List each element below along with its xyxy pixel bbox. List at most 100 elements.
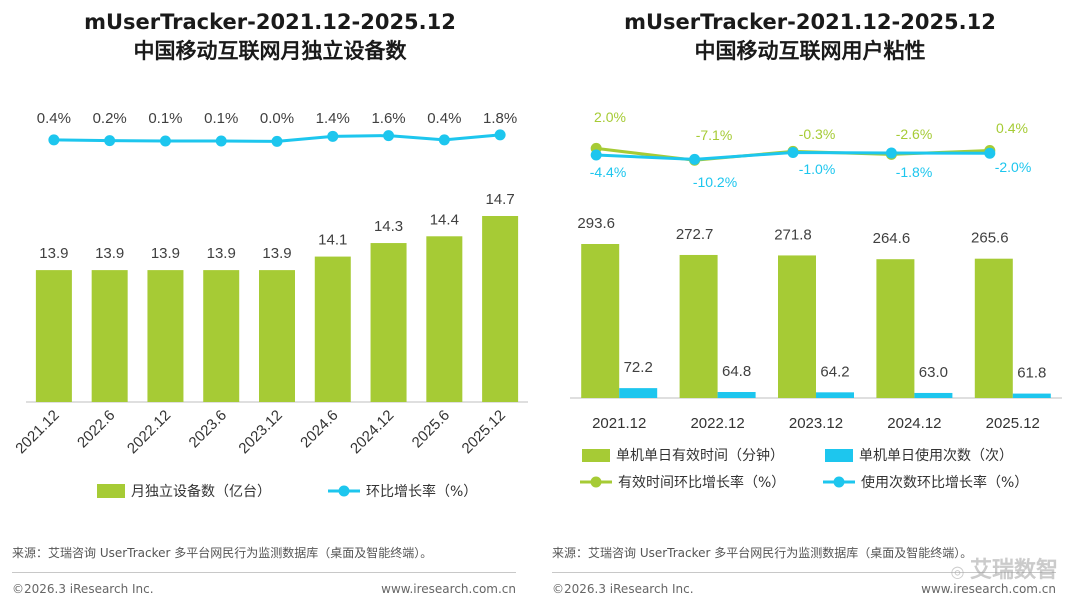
left-growth-label-2023.6: 0.1% [204,110,238,127]
right-bar-count-2025.12 [1012,393,1051,398]
left-legend-line-label: 环比增长率（%） [366,483,477,500]
left-growth-label-2023.12: 0.0% [260,110,294,127]
right-tick-2025.12: 2025.12 [986,415,1040,432]
right-tick-2024.12: 2024.12 [887,415,941,432]
right-count-growth-point-2021.12 [590,149,602,161]
left-tick-2024.6: 2024.6 [297,407,341,451]
right-bar-time-2023.12 [778,255,816,398]
left-bar-2022.12 [147,270,184,402]
right-chart-panel: mUserTracker-2021.12-2025.12 中国移动互联网用户粘性… [540,0,1080,608]
right-legend-count-swatch [825,449,853,462]
right-bar-count-2023.12 [816,392,854,398]
left-source-note: 来源：艾瑞咨询 UserTracker 多平台网民行为监测数据库（桌面及智能终端… [12,546,433,560]
left-growth-point-2022.12 [159,135,171,147]
right-bar-time-label-2024.12: 264.6 [873,230,911,247]
left-growth-label-2025.6: 0.4% [427,110,461,127]
right-tick-2023.12: 2023.12 [789,415,843,432]
right-bar-time-label-2022.12: 272.7 [676,226,714,243]
left-bar-label-2025.6: 14.4 [430,211,459,228]
left-site-link[interactable]: www.iresearch.com.cn [381,582,516,596]
left-growth-label-2021.12: 0.4% [37,110,71,127]
right-bar-count-2021.12 [619,388,658,398]
right-time-growth-label-2022.12: -7.1% [696,127,733,143]
left-tick-2023.12: 2023.12 [235,407,285,457]
left-growth-point-2025.12 [494,129,506,141]
left-bar-2025.6 [426,236,463,402]
right-source-note: 来源：艾瑞咨询 UserTracker 多平台网民行为监测数据库（桌面及智能终端… [552,546,973,560]
right-bar-time-2024.12 [876,259,915,398]
left-bar-label-2025.12: 14.7 [486,191,515,208]
right-legend-time-label: 单机单日有效时间（分钟） [616,447,784,464]
left-bar-2024.6 [314,256,351,402]
left-growth-point-2024.12 [383,130,395,142]
left-chart-title: mUserTracker-2021.12-2025.12 中国移动互联网月独立设… [0,8,540,66]
right-chart-svg: 293.6 72.2 2021.12 272.7 64.8 2022.12 271.8 64.… [570,109,1062,491]
left-footer-divider [12,572,516,573]
right-legend-count-growth-label: 使用次数环比增长率（%） [861,474,1028,491]
left-tick-2024.12: 2024.12 [347,407,397,457]
left-bar-2025.12 [482,216,519,402]
right-count-growth-point-2024.12 [885,147,897,159]
right-site-link[interactable]: www.iresearch.com.cn [921,582,1056,596]
left-chart-svg: 13.9 2021.12 13.9 2022.6 13.9 2022.12 13.9 2023… [12,110,528,500]
left-bar-label-2021.12: 13.9 [39,245,68,262]
left-tick-2025.6: 2025.6 [409,407,453,451]
watermark-text: 艾瑞数智 [969,558,1058,583]
right-bar-count-label-2021.12: 72.2 [624,359,653,376]
left-bar-2023.12 [259,270,295,402]
left-title-line2: 中国移动互联网月独立设备数 [133,39,407,63]
left-growth-point-2023.12 [271,135,283,147]
right-bar-count-label-2023.12: 64.2 [820,363,849,380]
right-time-growth-label-2021.12: 2.0% [594,109,626,125]
left-growth-label-2024.6: 1.4% [316,110,350,127]
right-bar-time-2021.12 [581,244,620,398]
left-legend-bar-swatch [97,484,125,498]
left-growth-point-2024.6 [327,130,339,142]
left-bar-label-2024.12: 14.3 [374,218,403,235]
left-growth-label-2024.12: 1.6% [371,110,405,127]
right-bar-count-2022.12 [717,392,756,398]
right-bar-time-2025.12 [974,258,1013,398]
left-growth-point-2023.6 [215,135,227,147]
left-growth-label-2025.12: 1.8% [483,110,517,127]
right-legend-time-swatch [582,449,610,462]
right-tick-2021.12: 2021.12 [592,415,646,432]
left-bar-label-2024.6: 14.1 [318,232,347,249]
left-bar-label-2023.6: 13.9 [207,245,236,262]
left-bar-2021.12 [35,270,72,402]
right-legend-count-growth-marker [833,476,845,488]
right-chart-title: mUserTracker-2021.12-2025.12 中国移动互联网用户粘性 [540,8,1080,66]
right-count-growth-label-2022.12: -10.2% [693,174,737,190]
right-legend-time-growth-marker [590,476,602,488]
left-chart-panel: mUserTracker-2021.12-2025.12 中国移动互联网月独立设… [0,8,540,596]
left-legend-bar-label: 月独立设备数（亿台） [131,483,271,500]
left-copyright: ©2026.3 iResearch Inc. [12,582,154,596]
right-count-growth-point-2022.12 [689,153,701,165]
right-bar-count-label-2024.12: 63.0 [919,364,948,381]
left-bar-2022.6 [91,270,128,402]
right-bar-count-label-2025.12: 61.8 [1017,365,1046,382]
left-growth-point-2025.6 [438,134,450,146]
left-growth-label-2022.12: 0.1% [148,110,182,127]
right-count-growth-label-2021.12: -4.4% [590,164,627,180]
left-legend-line-marker [338,485,350,497]
left-tick-2023.6: 2023.6 [186,407,230,451]
left-title-line1: mUserTracker-2021.12-2025.12 [84,10,456,34]
watermark-logo: ◎ 艾瑞数智 [950,558,1058,583]
right-bar-time-label-2021.12: 293.6 [577,215,615,232]
left-bar-label-2022.12: 13.9 [151,245,180,262]
left-bar-label-2023.12: 13.9 [262,245,291,262]
right-count-growth-label-2024.12: -1.8% [896,164,933,180]
right-bar-count-2024.12 [914,392,953,398]
right-count-growth-label-2025.12: -2.0% [995,159,1032,175]
left-bar-2024.12 [370,243,407,402]
left-growth-label-2022.6: 0.2% [93,110,127,127]
right-title-line1: mUserTracker-2021.12-2025.12 [624,10,996,34]
right-tick-2022.12: 2022.12 [690,415,744,432]
left-tick-2022.6: 2022.6 [74,407,118,451]
right-bar-count-label-2022.12: 64.8 [722,363,751,380]
right-title-line2: 中国移动互联网用户粘性 [694,39,926,63]
left-tick-2021.12: 2021.12 [12,407,62,457]
right-time-growth-label-2023.12: -0.3% [799,126,836,142]
left-growth-point-2021.12 [48,134,60,146]
